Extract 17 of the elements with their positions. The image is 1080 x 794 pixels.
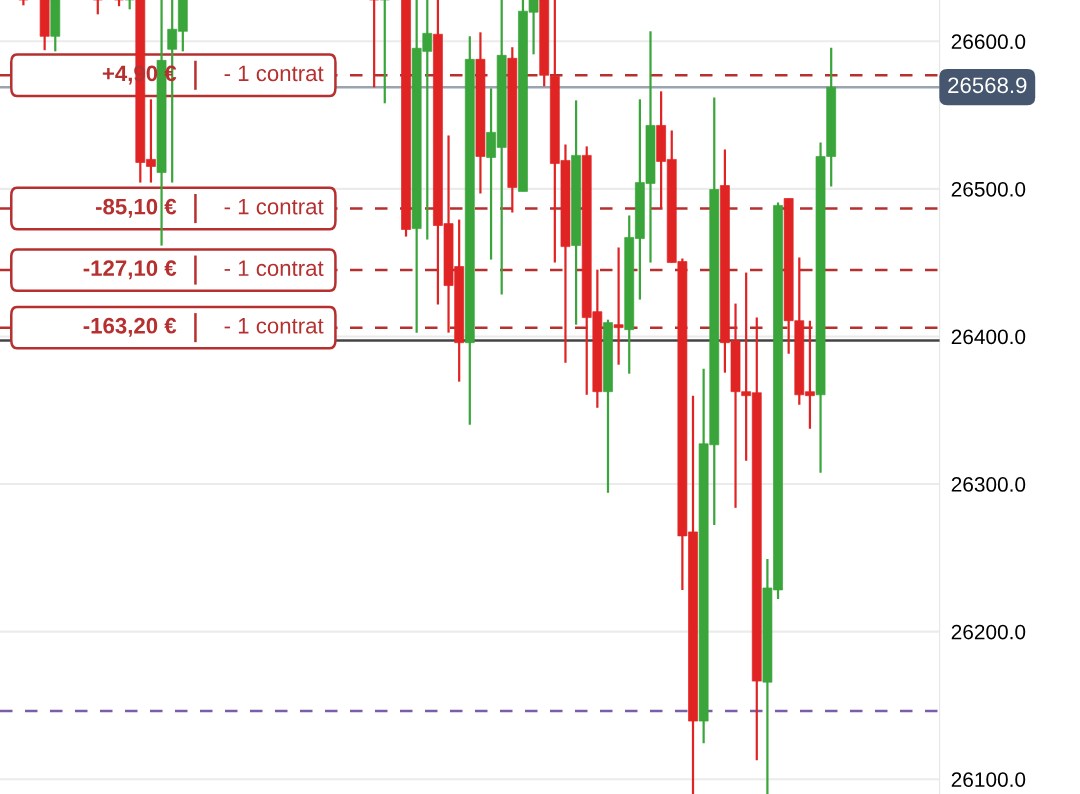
candlestick [379,0,390,105]
ref-line-label: -127,10 € [83,260,177,280]
y-tick-label: 26200.0 [951,624,1026,640]
annotation: - 1 contrat [224,318,324,334]
y-tick-label: 26100.0 [951,772,1026,787]
ref-line-label: -85,10 € [95,198,177,218]
ref-line-label: -163,20 € [83,317,177,337]
y-tick-label: 26500.0 [951,181,1026,197]
candlestick [613,246,624,366]
annotation: - 1 contrat [224,65,324,82]
ref-line-label: 26568.9 [948,77,1027,94]
y-tick-label: 26600.0 [951,34,1026,50]
candlestick [369,0,380,89]
y-tick-label: 26300.0 [951,477,1026,492]
annotation: - 1 contrat [224,198,324,215]
annotation: - 1 contrat [224,260,324,277]
y-tick-label: 26400.0 [951,329,1026,345]
